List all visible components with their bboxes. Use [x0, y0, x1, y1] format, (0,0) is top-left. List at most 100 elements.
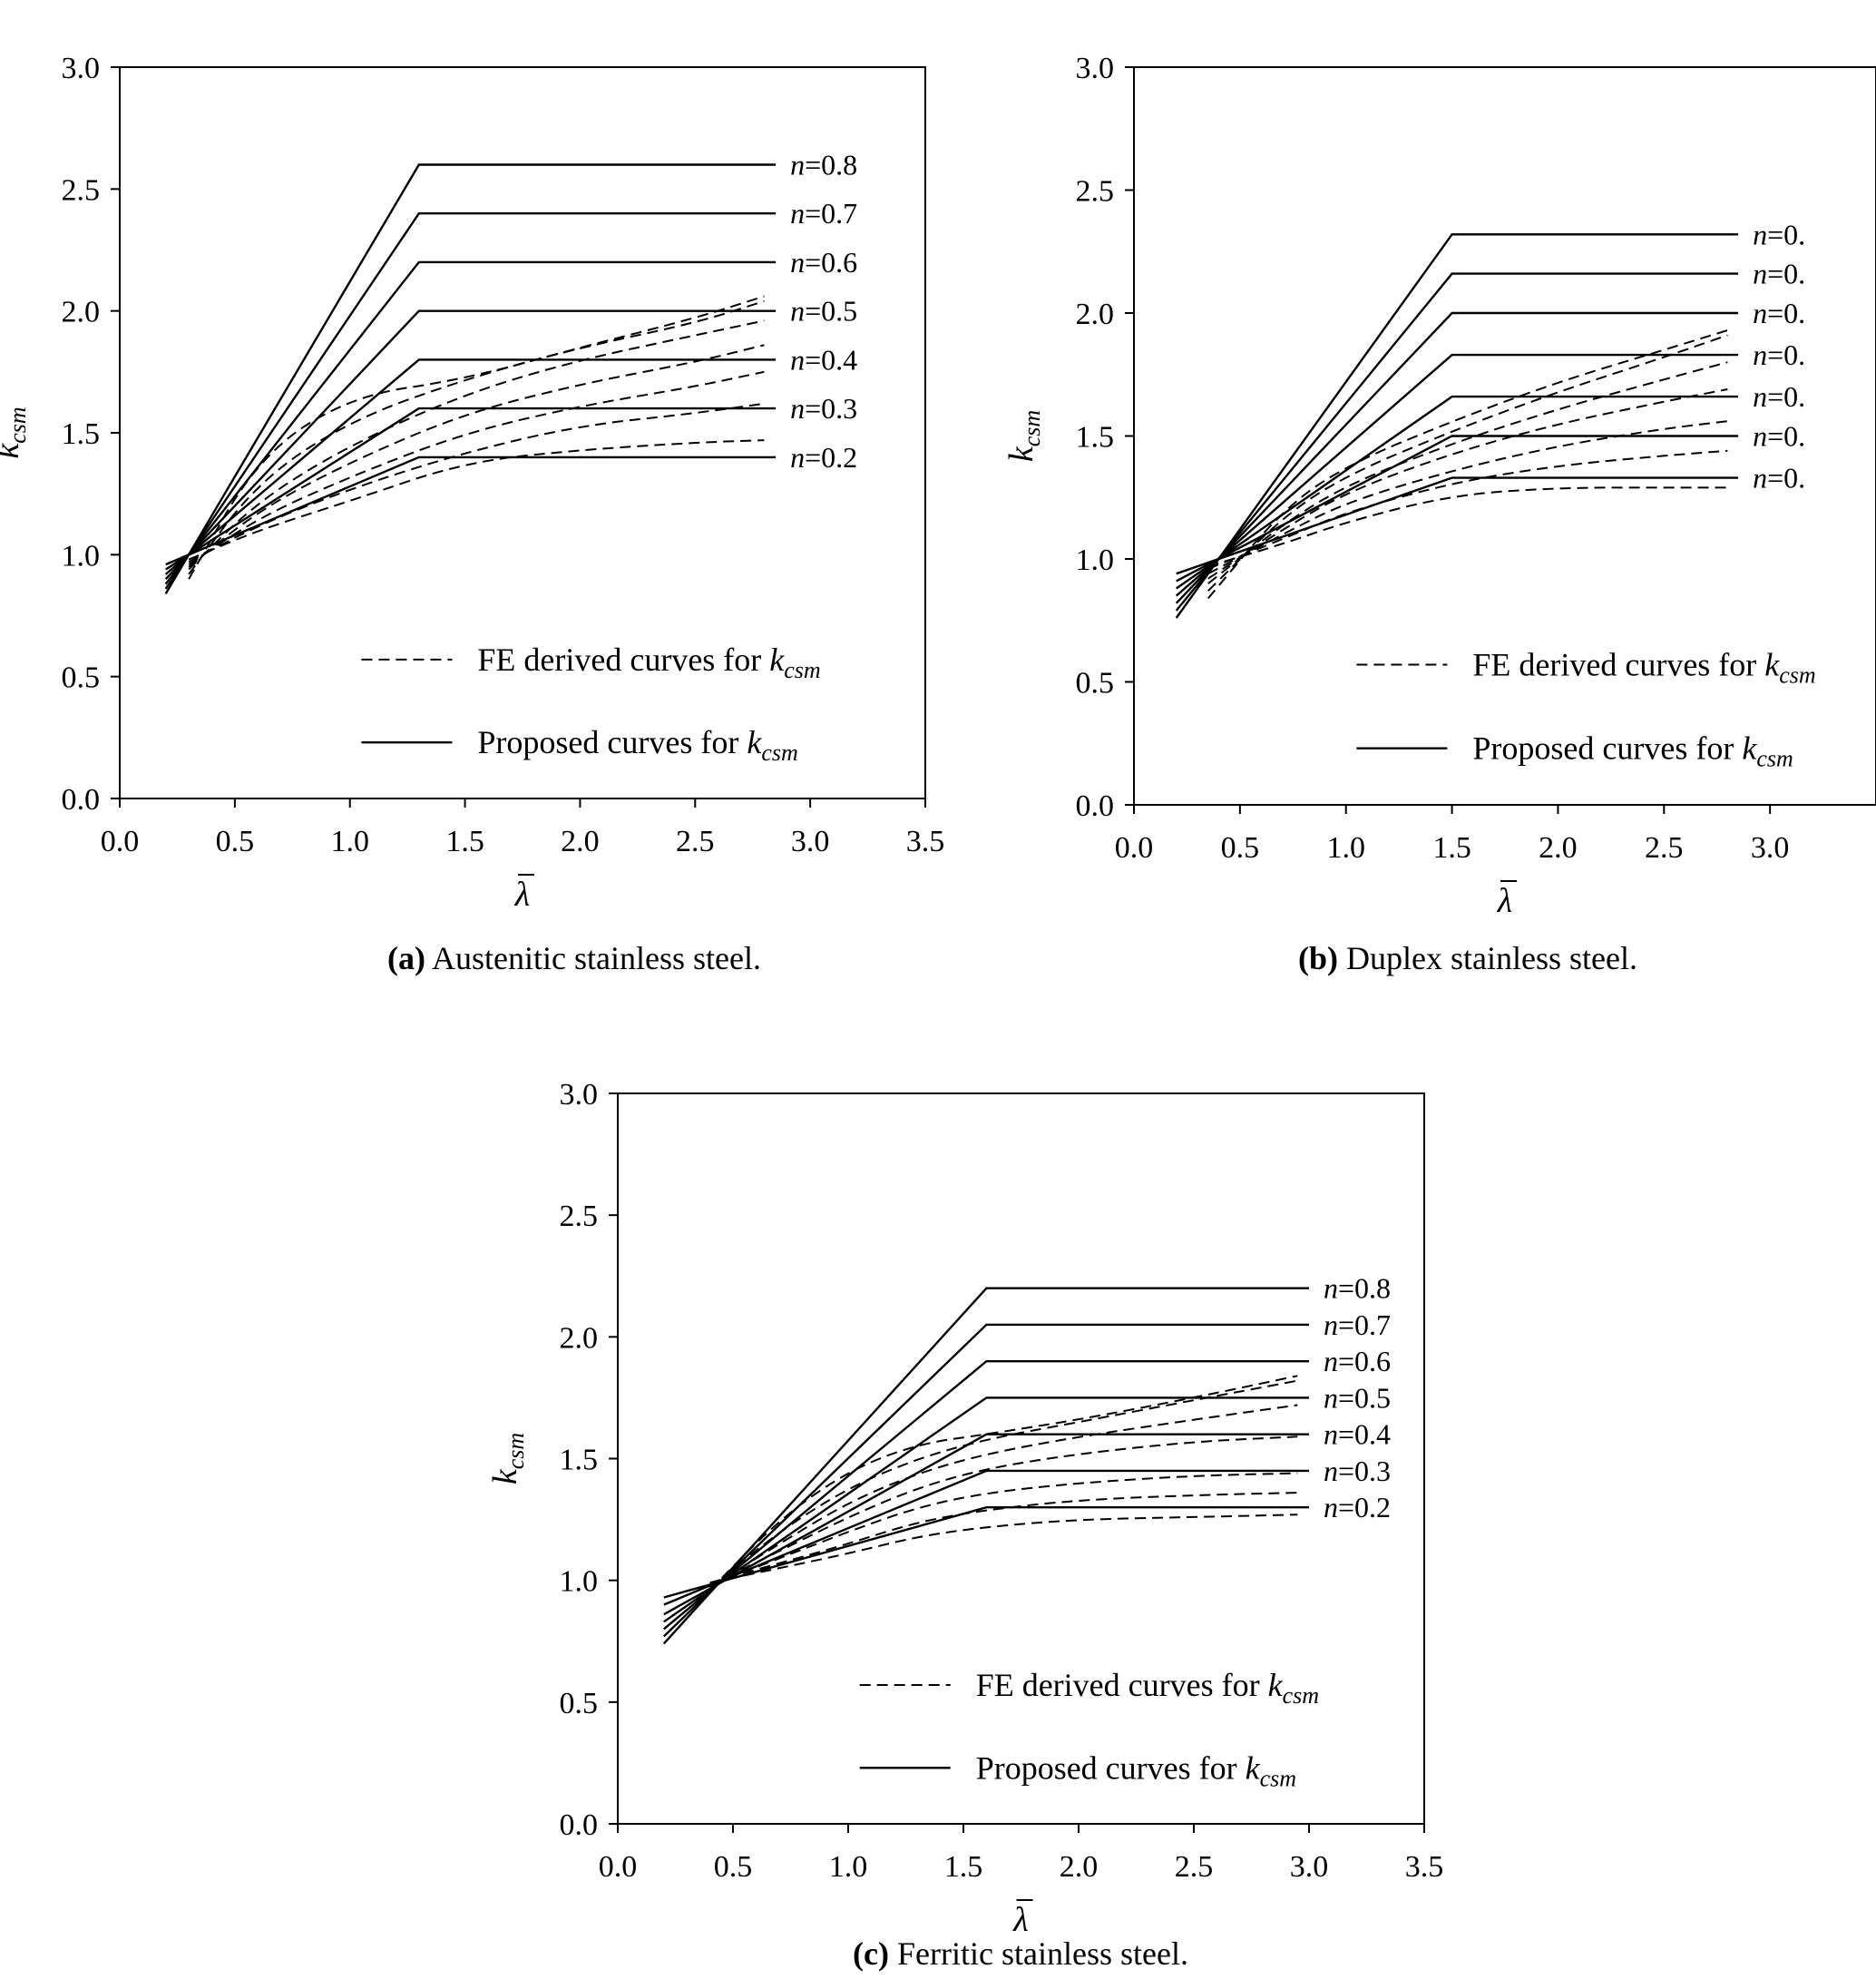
y-axis-label-main: k: [0, 443, 26, 459]
chart-panel-c: 0.0 0.5 1.0 1.5 2.0 2.5 3.0 3.5 0.0 0.5 1.0 1.5 2.0 2…: [486, 1078, 1443, 1972]
y-tick-label: 1.0: [1076, 544, 1115, 577]
y-tick-label: 1.0: [560, 1565, 599, 1599]
y-tick-label: 0.0: [1076, 789, 1115, 823]
y-tick-label: 2.5: [1076, 175, 1115, 209]
fe-curve-3: [1207, 361, 1728, 584]
x-tick-label: 1.0: [829, 1850, 868, 1884]
curve-n-label: n=0.: [1753, 462, 1805, 495]
legend-fe-label: FE derived curves for kcsm: [976, 1667, 1319, 1709]
y-tick-label: 2.0: [1076, 298, 1115, 331]
y-tick-label: 0.5: [1076, 667, 1115, 700]
x-tick-label: 3.0: [1290, 1850, 1329, 1884]
x-tick-label: 0.5: [1221, 831, 1260, 865]
chart-panel-a: 0.0 0.5 1.0 1.5 2.0 2.5 3.0 3.5 0.0 0.5 1.0 1.5 2.0 2…: [0, 52, 944, 976]
proposed-curve-2: [164, 212, 777, 590]
x-tick-label: 0.0: [101, 825, 140, 858]
x-tick-label: 3.0: [1751, 831, 1790, 865]
fe-curve-5: [709, 1472, 1298, 1586]
x-tick-label: 0.5: [714, 1850, 753, 1884]
proposed-curve-5: [1176, 395, 1739, 590]
legend-proposed-label: Proposed curves for kcsm: [477, 724, 797, 766]
curve-n-label: n=0.: [1753, 218, 1805, 250]
fe-curve-2: [188, 299, 765, 575]
curve-n-label: n=0.3: [790, 392, 857, 425]
curve-n-label: n=0.: [1753, 380, 1805, 413]
panel-caption: (c) Ferritic stainless steel.: [853, 1935, 1188, 1972]
fe-curve-4: [1207, 388, 1728, 580]
curve-n-label: n=0.: [1753, 338, 1805, 371]
proposed-curve-6: [663, 1469, 1309, 1606]
x-tick-label: 3.0: [791, 825, 830, 858]
fe-curve-7: [188, 439, 765, 561]
legend-fe-label: FE derived curves for kcsm: [477, 642, 820, 683]
proposed-curve-5: [663, 1433, 1309, 1616]
y-axis-label: kcsm: [0, 407, 31, 458]
chart-panel-b: 0.0 0.5 1.0 1.5 2.0 2.5 3.0 0.0 0.5 1.0 1.5 2.0 2.5 3…: [1002, 52, 1876, 976]
proposed-curve-4: [164, 309, 777, 581]
curve-n-label: n=0.4: [790, 343, 857, 376]
curve-n-label: n=0.3: [1324, 1455, 1391, 1487]
x-tick-label: 1.0: [1326, 831, 1365, 865]
y-axis-label-main: k: [486, 1468, 524, 1484]
x-tick-label: 2.5: [1645, 831, 1684, 865]
y-tick-label: 3.0: [62, 52, 101, 85]
fe-curve-3: [709, 1404, 1298, 1589]
x-tick-label: 0.5: [216, 825, 255, 858]
x-tick-label: 2.5: [1175, 1850, 1214, 1884]
proposed-curve-7: [1176, 476, 1739, 575]
y-tick-label: 3.0: [560, 1078, 599, 1112]
x-axis-label: λ: [1497, 882, 1512, 920]
fe-curve-2: [708, 1379, 1298, 1589]
fe-curve-5: [1207, 420, 1728, 575]
proposed-curve-1: [662, 1287, 1309, 1645]
proposed-curve-4: [1175, 353, 1739, 597]
y-tick-label: 0.0: [560, 1808, 599, 1842]
proposed-curve-7: [165, 456, 777, 566]
panel-caption: (a) Austenitic stainless steel.: [387, 940, 761, 976]
proposed-curve-1: [1175, 233, 1739, 619]
curve-n-label: n=0.2: [790, 441, 857, 474]
curve-n-label: n=0.5: [1324, 1381, 1391, 1414]
curve-n-label: n=0.6: [1324, 1345, 1391, 1377]
y-tick-label: 1.0: [62, 539, 101, 573]
legend-proposed-label: Proposed curves for kcsm: [976, 1749, 1296, 1791]
curve-n-label: n=0.8: [790, 148, 857, 181]
curve-n-label: n=0.4: [1324, 1418, 1391, 1451]
y-tick-label: 2.5: [560, 1200, 599, 1233]
x-tick-label: 0.0: [599, 1850, 638, 1884]
panel-caption: (b) Duplex stainless steel.: [1298, 940, 1637, 976]
y-axis-label-main: k: [1002, 446, 1041, 462]
legend-proposed-label: Proposed curves for kcsm: [1472, 730, 1793, 772]
proposed-curve-4: [663, 1396, 1309, 1623]
proposed-curve-3: [164, 260, 777, 585]
fe-curve-2: [1207, 334, 1728, 592]
fe-curve-3: [188, 319, 765, 571]
y-tick-label: 0.0: [62, 783, 101, 817]
legend-fe-label: FE derived curves for kcsm: [1472, 647, 1815, 689]
proposed-curve-7: [663, 1506, 1309, 1599]
curve-n-label: n=0.: [1753, 297, 1805, 329]
x-tick-label: 1.5: [445, 825, 484, 858]
fe-curve-5: [188, 370, 765, 565]
x-tick-label: 0.0: [1115, 831, 1154, 865]
y-tick-label: 2.0: [560, 1321, 599, 1355]
x-tick-label: 3.5: [1405, 1850, 1444, 1884]
fe-curve-1: [708, 1375, 1298, 1592]
x-tick-label: 2.0: [561, 825, 600, 858]
y-axis-label: kcsm: [486, 1433, 529, 1484]
curve-n-label: n=0.8: [1324, 1272, 1391, 1305]
proposed-curve-5: [164, 358, 777, 575]
y-tick-label: 2.0: [62, 296, 101, 329]
curve-n-label: n=0.2: [1324, 1491, 1391, 1523]
y-tick-label: 3.0: [1076, 52, 1115, 85]
fe-curve-6: [1207, 449, 1728, 570]
fe-curve-7: [709, 1514, 1298, 1584]
x-tick-label: 2.0: [1060, 1850, 1099, 1884]
fe-curve-1: [188, 295, 765, 580]
curve-n-label: n=0.7: [1324, 1308, 1391, 1341]
fe-curve-4: [188, 344, 765, 568]
y-axis-label: kcsm: [1002, 410, 1045, 462]
y-axis-label-sub: csm: [503, 1433, 529, 1469]
x-tick-label: 2.5: [676, 825, 715, 858]
